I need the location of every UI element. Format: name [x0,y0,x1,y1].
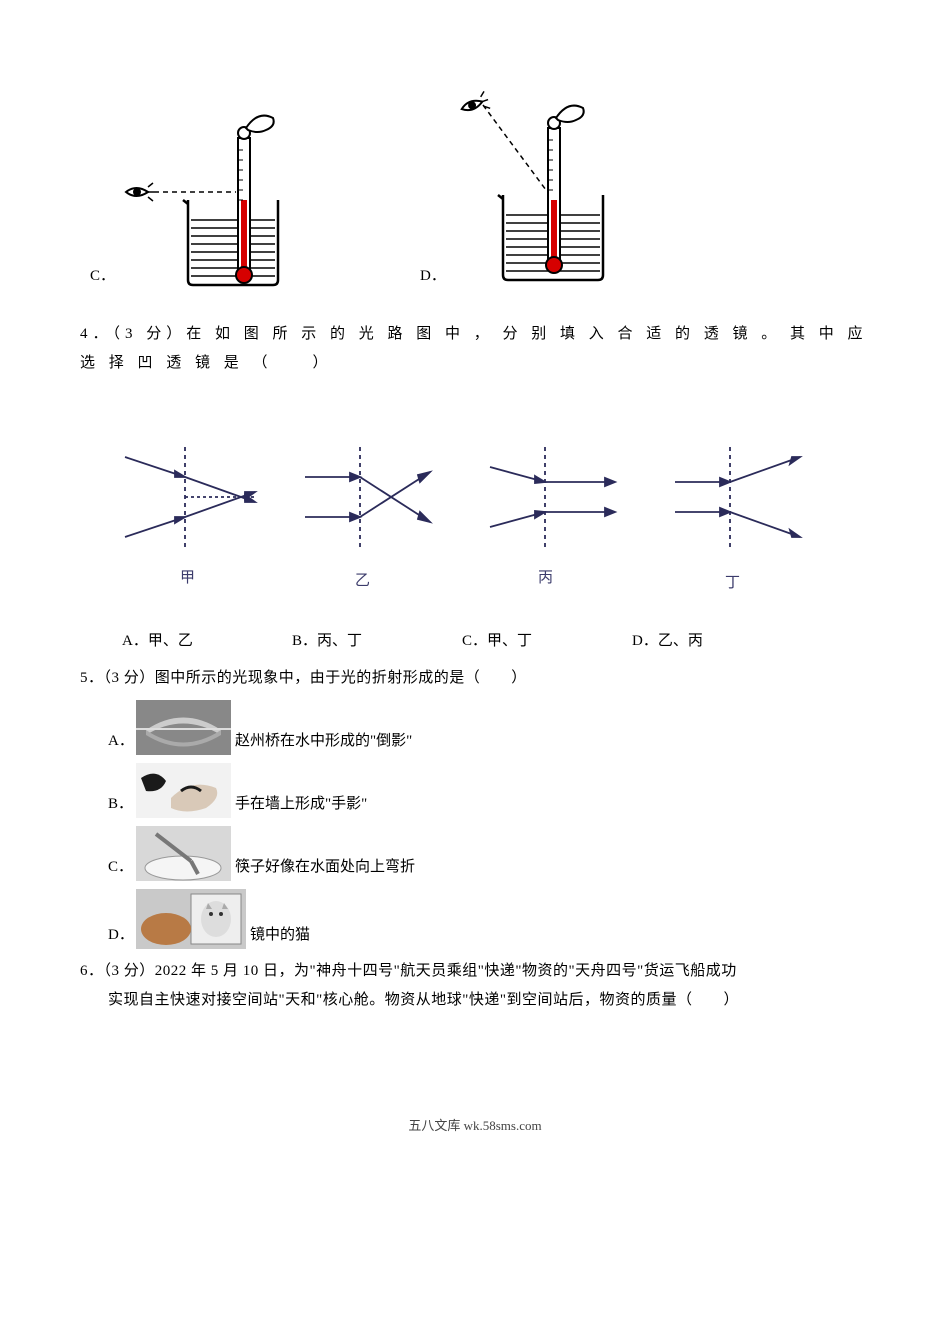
q5-option-a: A． 赵州桥在水中形成的"倒影" [80,700,870,755]
q5-a-image [136,700,231,755]
q4-c-label: C． [462,633,487,649]
q4-number: 4． [80,326,113,342]
q4-stem: 4．（3 分）在 如 图 所 示 的 光 路 图 中 ， 分 别 填 入 合 适… [80,320,870,377]
q6-stem-line1: 6．（3 分）2022 年 5 月 10 日，为"神舟十四号"航天员乘组"快递"… [80,957,870,986]
svg-text:丁: 丁 [725,575,740,591]
q4-a-text: 甲、乙 [148,633,193,649]
q4-option-b: B．丙、丁 [292,627,462,656]
q6-points: （3 分） [104,963,155,979]
page-footer: 五八文库 wk.58sms.com [80,1114,870,1139]
q4-b-text: 丙、丁 [317,633,362,649]
q5-option-d: D． 镜中的猫 [80,889,870,949]
q4-options: A．甲、乙 B．丙、丁 C．甲、丁 D．乙、丙 [80,627,870,656]
q5-a-text: 赵州桥在水中形成的"倒影" [235,727,412,756]
q6-text1: 2022 年 5 月 10 日，为"神舟十四号"航天员乘组"快递"物资的"天舟四… [155,963,737,979]
q3-option-d: D． [420,80,648,290]
q5-stem: 5．（3 分）图中所示的光现象中，由于光的折射形成的是（ ） [80,664,870,693]
q5-c-label: C． [108,853,136,882]
q3-c-figure [118,100,298,290]
q4-d-text: 乙、丙 [658,633,703,649]
q3-d-label: D． [420,262,442,291]
q5-b-label: B． [108,790,136,819]
q5-d-label: D． [108,921,136,950]
q5-text: 图中所示的光现象中，由于光的折射形成的是（ ） [155,670,527,686]
q5-number: 5． [80,670,104,686]
q5-b-image [136,763,231,818]
q6-stem-line2: 实现自主快速对接空间站"天和"核心舱。物资从地球"快递"到空间站后，物资的质量（… [80,986,870,1015]
q5-d-image [136,889,246,949]
q5-points: （3 分） [104,670,155,686]
svg-text:丙: 丙 [538,570,553,586]
q3-d-figure [448,80,648,290]
svg-text:甲: 甲 [180,570,195,586]
q4-b-label: B． [292,633,317,649]
q5-a-label: A． [108,727,136,756]
q4-a-label: A． [122,633,148,649]
q4-d-label: D． [632,633,658,649]
q5-d-text: 镜中的猫 [250,921,310,950]
q5-b-text: 手在墙上形成"手影" [235,790,367,819]
q3-option-c: C． [90,100,420,290]
q6-text2: 实现自主快速对接空间站"天和"核心舱。物资从地球"快递"到空间站后，物资的质量（… [108,992,739,1008]
q4-option-a: A．甲、乙 [122,627,292,656]
q3-options-cd: C． [80,80,870,290]
q4-option-c: C．甲、丁 [462,627,632,656]
q4-c-text: 甲、丁 [487,633,532,649]
q5-c-text: 筷子好像在水面处向上弯折 [235,853,415,882]
q6-number: 6． [80,963,104,979]
q4-text: 在 如 图 所 示 的 光 路 图 中 ， 分 别 填 入 合 适 的 透 镜 … [80,326,868,371]
q3-c-label: C． [90,262,112,291]
q5-c-image [136,826,231,881]
q4-points: （3 分） [113,326,187,342]
svg-text:乙: 乙 [355,573,370,589]
q5-option-b: B． 手在墙上形成"手影" [80,763,870,818]
q4-diagram: 甲 乙 [120,407,870,607]
q4-option-d: D．乙、丙 [632,627,802,656]
q5-option-c: C． 筷子好像在水面处向上弯折 [80,826,870,881]
